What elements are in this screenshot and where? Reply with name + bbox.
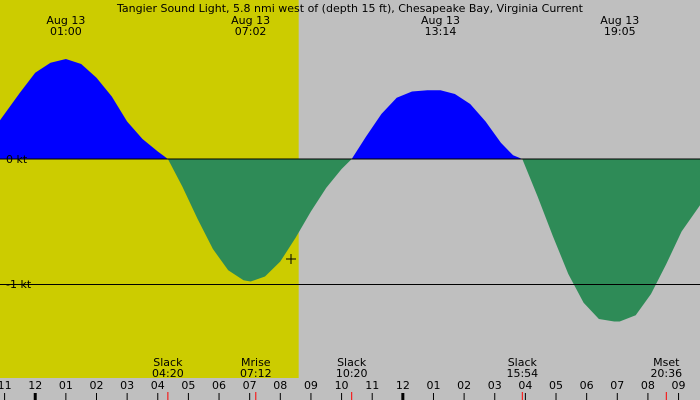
event-name-label: Slack [508, 356, 538, 369]
x-tick-label: 11 [365, 379, 379, 392]
extreme-time-label: 07:02 [235, 25, 267, 38]
event-labels: Slack04:20Mrise07:12Slack10:20Slack15:54… [152, 356, 682, 400]
x-tick-label: 12 [28, 379, 42, 392]
x-tick-label: 08 [641, 379, 655, 392]
event-name-label: Mset [653, 356, 680, 369]
event-time-label: 07:12 [240, 367, 272, 380]
x-tick-label: 06 [212, 379, 226, 392]
y-tick-label: 0 kt [6, 153, 28, 166]
x-tick-label: 04 [151, 379, 165, 392]
x-tick-label: 06 [580, 379, 594, 392]
flood-area [351, 90, 523, 159]
extreme-time-label: 01:00 [50, 25, 82, 38]
x-tick-label: 11 [0, 379, 12, 392]
cursor-crosshair-icon [286, 254, 296, 264]
x-tick-label: 12 [396, 379, 410, 392]
event-time-label: 04:20 [152, 367, 184, 380]
x-tick-label: 03 [120, 379, 134, 392]
extreme-date-label: Aug 13 [46, 14, 85, 27]
x-tick-label: 03 [488, 379, 502, 392]
x-tick-label: 05 [181, 379, 195, 392]
x-tick-label: 09 [304, 379, 318, 392]
x-tick-label: 10 [335, 379, 349, 392]
event-time-label: 20:36 [650, 367, 682, 380]
x-tick-label: 07 [610, 379, 624, 392]
x-tick-label: 02 [457, 379, 471, 392]
event-name-label: Mrise [241, 356, 271, 369]
x-tick-label: 09 [672, 379, 686, 392]
x-tick-label: 04 [518, 379, 532, 392]
event-time-label: 15:54 [506, 367, 538, 380]
event-name-label: Slack [153, 356, 183, 369]
chart-title: Tangier Sound Light, 5.8 nmi west of (de… [116, 2, 584, 15]
extreme-date-label: Aug 13 [421, 14, 460, 27]
flood-area [0, 59, 168, 159]
x-tick-label: 08 [273, 379, 287, 392]
extreme-time-label: 13:14 [425, 25, 457, 38]
ebb-area [522, 159, 700, 322]
x-tick-label: 05 [549, 379, 563, 392]
extreme-date-label: Aug 13 [600, 14, 639, 27]
x-axis: 11 12 01 02 03 04 05 06 07 08 09 10 11 12 01 02 03 04 05 06… [0, 379, 686, 400]
x-tick-label: 01 [426, 379, 440, 392]
x-tick-label: 01 [59, 379, 73, 392]
y-tick-labels: 0 kt -1 kt [6, 153, 32, 291]
event-time-label: 10:20 [336, 367, 368, 380]
event-name-label: Slack [337, 356, 367, 369]
extreme-date-label: Aug 13 [231, 14, 270, 27]
extreme-time-label: 19:05 [604, 25, 636, 38]
ebb-area [167, 159, 352, 282]
x-tick-label: 02 [89, 379, 103, 392]
y-tick-label: -1 kt [6, 278, 32, 291]
x-tick-label: 07 [243, 379, 257, 392]
current-fills [0, 59, 700, 322]
